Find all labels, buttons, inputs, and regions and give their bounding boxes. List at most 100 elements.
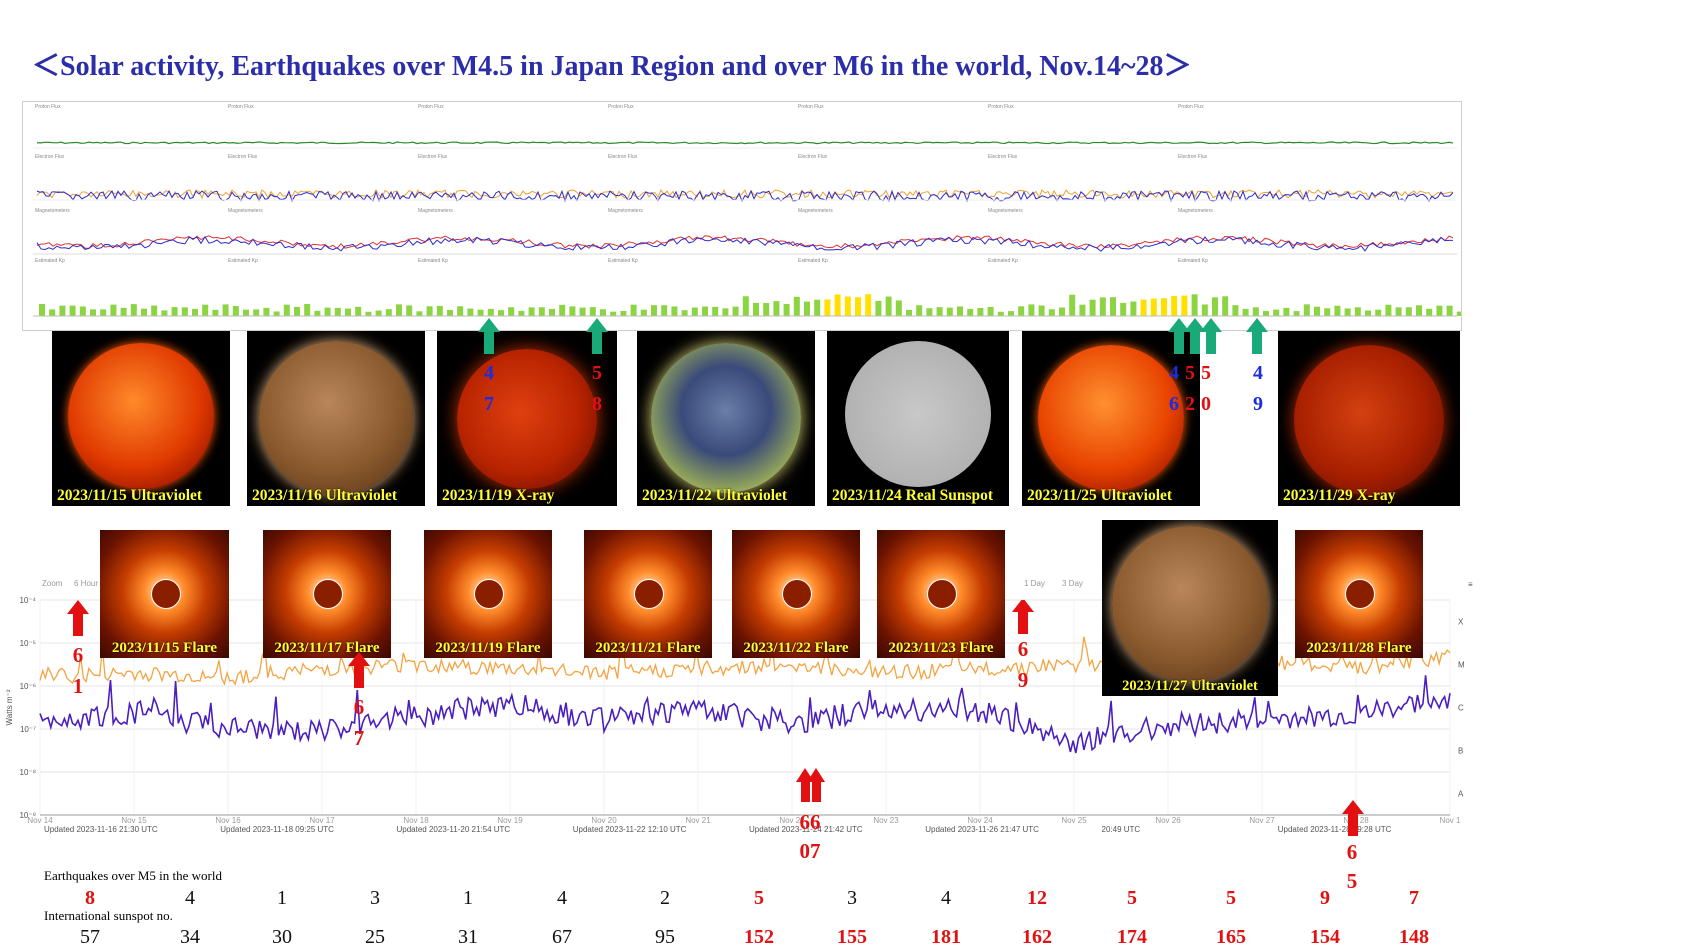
kp-bar bbox=[722, 308, 729, 316]
sunspot-number: 25 bbox=[365, 926, 385, 948]
kp-bar bbox=[1344, 308, 1351, 316]
kp-bar bbox=[273, 311, 280, 316]
sunspot-row-label: International sunspot no. bbox=[44, 908, 173, 923]
kp-bar bbox=[355, 306, 362, 316]
flare-caption: 2023/11/17 Flare bbox=[274, 640, 380, 656]
world-quake-magnitude: 6 9 bbox=[1017, 637, 1029, 692]
sun-caption: 2023/11/19 X-ray bbox=[442, 487, 555, 504]
kp-bar bbox=[1130, 301, 1137, 316]
kp-bar bbox=[1273, 309, 1280, 316]
kp-bar bbox=[467, 308, 474, 316]
sun-image-1: 2023/11/15 Ultraviolet bbox=[52, 331, 230, 506]
x-tick-label: Nov 16 bbox=[215, 816, 241, 825]
kp-bar bbox=[967, 308, 974, 316]
panel-label: Magnetometers bbox=[418, 208, 453, 214]
flare-caption: 2023/11/28 Flare bbox=[1306, 640, 1412, 656]
sun-disk bbox=[1294, 345, 1444, 495]
kp-bar bbox=[528, 307, 535, 316]
x-tick-label: Nov 22 bbox=[779, 816, 805, 825]
panel-label: Proton Flux bbox=[418, 104, 444, 110]
kp-bar bbox=[314, 310, 321, 316]
kp-bar bbox=[549, 308, 555, 316]
panel-label: Estimated Kp bbox=[608, 258, 638, 264]
kp-bar bbox=[1314, 306, 1320, 316]
green-arrow-icon bbox=[1200, 318, 1222, 354]
kp-bar bbox=[49, 309, 56, 316]
kp-bar bbox=[589, 307, 596, 316]
panel-label: Proton Flux bbox=[228, 104, 254, 110]
kp-bar bbox=[1416, 305, 1422, 316]
kp-bar bbox=[742, 296, 749, 316]
kp-bar bbox=[1018, 306, 1025, 316]
sunspot-number: 95 bbox=[655, 926, 675, 948]
panel-label: Proton Flux bbox=[988, 104, 1014, 110]
kp-bar bbox=[1334, 305, 1341, 316]
kp-bar bbox=[232, 306, 239, 316]
kp-bar bbox=[916, 305, 923, 316]
panel-label: Electron Flux bbox=[608, 154, 638, 160]
x-tick-label: Nov 24 bbox=[967, 816, 993, 825]
kp-bar bbox=[661, 305, 668, 316]
sun-disk bbox=[845, 341, 991, 487]
kp-bar bbox=[304, 304, 311, 316]
y-tick-label: 10⁻⁴ bbox=[19, 596, 36, 605]
green-arrow-icon bbox=[1168, 318, 1190, 354]
kp-bar bbox=[1089, 299, 1096, 316]
updated-label: Updated 2023-11-26 21:47 UTC bbox=[925, 825, 1039, 834]
kp-bar bbox=[1426, 308, 1433, 316]
kp-bar bbox=[1191, 294, 1198, 316]
kp-bar bbox=[885, 296, 892, 316]
panel-label: Electron Flux bbox=[988, 154, 1018, 160]
kp-bar bbox=[824, 299, 831, 316]
kp-bar bbox=[1028, 304, 1035, 316]
kp-bar bbox=[875, 300, 882, 316]
flare-caption: 2023/11/22 Flare bbox=[743, 640, 849, 656]
kp-bar bbox=[640, 309, 647, 316]
sun-disk bbox=[1038, 345, 1184, 491]
panel-label: Magnetometers bbox=[988, 208, 1023, 214]
panel-label: Proton Flux bbox=[798, 104, 824, 110]
kp-bar bbox=[1150, 298, 1157, 316]
proton-flux-line bbox=[36, 141, 1454, 145]
panel-label: Proton Flux bbox=[35, 104, 61, 110]
panel-label: Estimated Kp bbox=[798, 258, 828, 264]
panel-label: Estimated Kp bbox=[418, 258, 448, 264]
kp-bar bbox=[1120, 302, 1127, 316]
kp-bar bbox=[79, 306, 86, 316]
kp-bar bbox=[202, 304, 209, 316]
sunspot-number: 154 bbox=[1310, 926, 1340, 948]
kp-bar bbox=[926, 308, 933, 316]
sun-caption: 2023/11/29 X-ray bbox=[1283, 487, 1396, 504]
kp-bar bbox=[508, 307, 515, 316]
sun-caption: 2023/11/25 Ultraviolet bbox=[1027, 487, 1173, 504]
kp-bar bbox=[1201, 304, 1208, 316]
kp-bar bbox=[436, 305, 443, 316]
sunspot-number: 31 bbox=[458, 926, 478, 948]
kp-bar bbox=[783, 304, 790, 316]
kp-bar bbox=[1283, 307, 1290, 316]
world-quake-count: 4 bbox=[557, 887, 567, 909]
sun-disk bbox=[457, 349, 597, 489]
flare-image-6: 2023/11/23 Flare bbox=[877, 530, 1005, 658]
world-quake-count: 8 bbox=[85, 887, 95, 909]
kp-bar bbox=[946, 307, 953, 316]
kp-bar bbox=[559, 304, 566, 316]
x-tick-label: Nov 18 bbox=[403, 816, 429, 825]
kp-bar bbox=[406, 305, 413, 316]
zoom-control-label: 6 Hour bbox=[74, 579, 98, 588]
x-tick-label: Nov 19 bbox=[497, 816, 523, 825]
sunspot-number: 30 bbox=[272, 926, 292, 948]
occulter-disk bbox=[474, 578, 504, 609]
flare-image-7: 2023/11/28 Flare bbox=[1295, 530, 1423, 658]
kp-bar bbox=[110, 304, 117, 316]
kp-bar bbox=[1436, 305, 1443, 316]
kp-bar bbox=[1232, 305, 1239, 316]
kp-bar bbox=[385, 309, 392, 316]
panel-label: Estimated Kp bbox=[228, 258, 258, 264]
panel-label: Magnetometers bbox=[608, 208, 643, 214]
red-arrow-icon bbox=[796, 768, 814, 802]
sunspot-number: 155 bbox=[837, 926, 867, 948]
kp-bar bbox=[171, 307, 178, 316]
world-quake-count: 3 bbox=[370, 887, 380, 909]
x-tick-label: Nov 15 bbox=[121, 816, 147, 825]
